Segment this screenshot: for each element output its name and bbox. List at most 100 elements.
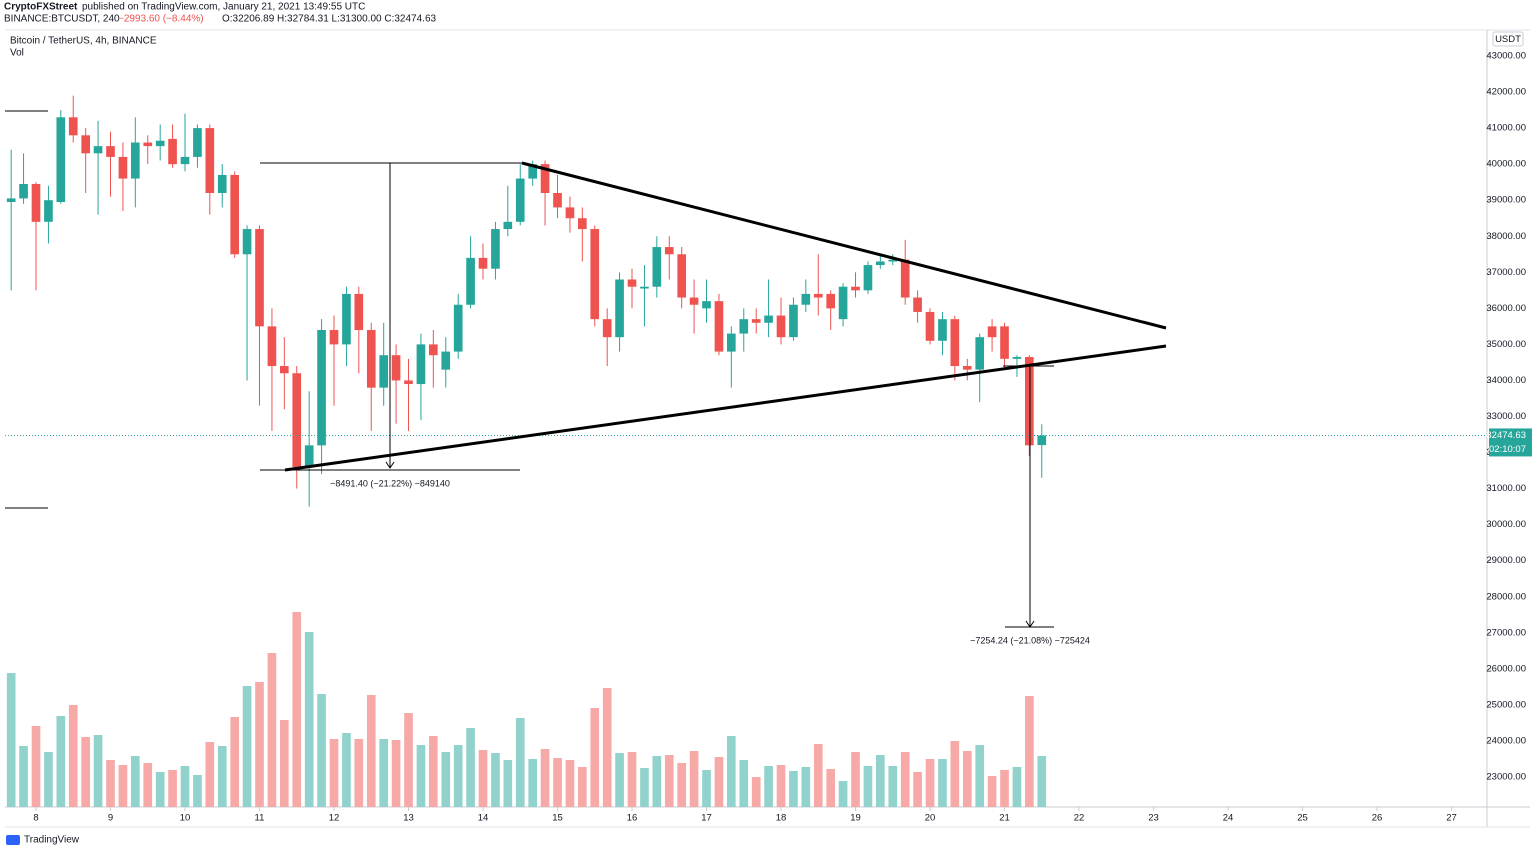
volume-bar <box>789 771 798 807</box>
volume-bar <box>1025 696 1034 807</box>
y-tick-label: 23000.00 <box>1486 772 1526 783</box>
candle-body <box>453 304 463 352</box>
x-tick-label: 14 <box>478 813 489 824</box>
candle-body <box>900 259 910 298</box>
volume-bar <box>1000 770 1009 807</box>
candle-body <box>826 293 836 309</box>
volume-bar <box>81 737 91 807</box>
volume-bar <box>329 739 339 807</box>
drawings <box>5 110 1167 628</box>
candle-body <box>851 286 860 291</box>
volume-label: Vol <box>10 48 24 59</box>
ohlc: O:32206.89 H:32784.31 L:31300.00 C:32474… <box>222 14 437 25</box>
volume-bar <box>702 770 711 807</box>
y-tick-label: 35000.00 <box>1486 339 1526 350</box>
y-tick-label: 31000.00 <box>1486 483 1526 494</box>
volume-bar <box>44 752 53 807</box>
candle-body <box>317 329 326 446</box>
candle-body <box>1025 357 1034 446</box>
y-tick-label: 43000.00 <box>1486 51 1526 62</box>
candle-body <box>652 247 662 287</box>
volume-bar <box>528 759 538 807</box>
candle-body <box>44 200 53 222</box>
candle-body <box>491 229 500 269</box>
volume-bar <box>677 763 687 807</box>
volume-bar <box>1012 767 1022 807</box>
chart-title: Bitcoin / TetherUS, 4h, BINANCE <box>10 36 157 47</box>
y-tick-label: 42000.00 <box>1486 87 1526 98</box>
volume-bar <box>938 759 947 807</box>
candle-body <box>987 326 997 338</box>
candle-body <box>6 198 16 202</box>
candle-body <box>714 301 724 352</box>
candle-body <box>577 218 587 230</box>
countdown: 02:10:07 <box>1489 444 1526 455</box>
volume-bar <box>292 612 302 807</box>
volume-bar <box>68 705 78 807</box>
volume-bar <box>615 753 624 807</box>
volume-bar <box>428 736 438 807</box>
volume-bar <box>553 758 562 807</box>
volume-bar <box>689 751 699 807</box>
x-tick-label: 9 <box>108 813 113 824</box>
volume-bar <box>391 740 401 807</box>
volume-bar <box>826 769 836 807</box>
volume-bar <box>354 739 364 807</box>
candle-body <box>441 351 451 370</box>
candle-body <box>304 445 314 467</box>
volume-bar <box>987 776 997 807</box>
y-tick-label: 30000.00 <box>1486 519 1526 530</box>
candle-body <box>217 174 227 193</box>
volume-bar <box>118 765 128 807</box>
measure-label: −7254.24 (−21.08%) −725424 <box>970 635 1090 645</box>
candle-body <box>404 380 413 385</box>
y-tick-label: 24000.00 <box>1486 735 1526 746</box>
currency-box <box>1492 31 1524 47</box>
volume-bar <box>56 716 66 807</box>
candle-body <box>950 319 960 367</box>
candle-body <box>81 135 91 154</box>
candle-body <box>379 355 389 388</box>
candle-body <box>106 146 115 157</box>
volume-bar <box>317 694 326 807</box>
x-tick-label: 19 <box>850 813 861 824</box>
volume-bar <box>565 760 575 807</box>
volume-bar <box>404 713 413 807</box>
last-price-label: 32474.63 <box>1486 430 1526 441</box>
candle-body <box>751 319 761 323</box>
volume-bar <box>714 757 724 807</box>
volume-bar <box>466 728 475 807</box>
y-tick-label: 41000.00 <box>1486 123 1526 134</box>
volume-bar <box>379 739 389 807</box>
candle-body <box>764 315 773 323</box>
candle-body <box>68 117 78 136</box>
x-tick-label: 8 <box>33 813 38 824</box>
volume-bar <box>875 755 885 807</box>
candle-body <box>1000 326 1009 359</box>
volume-bar <box>640 768 649 807</box>
candle-body <box>205 128 215 193</box>
volume-bar <box>93 735 103 807</box>
candle-body <box>938 319 947 341</box>
candle-body <box>962 366 972 370</box>
x-tick-label: 12 <box>329 813 340 824</box>
volume-bar <box>751 777 761 807</box>
y-tick-label: 36000.00 <box>1486 303 1526 314</box>
candle-body <box>565 207 575 219</box>
y-tick-label: 33000.00 <box>1486 411 1526 422</box>
x-tick-label: 10 <box>180 813 191 824</box>
volume-bar <box>590 708 600 807</box>
x-tick-label: 27 <box>1446 813 1457 824</box>
volume-bar <box>106 760 115 807</box>
x-tick-label: 17 <box>701 813 712 824</box>
candle-body <box>416 344 426 385</box>
volume-bar <box>503 760 513 807</box>
candle-body <box>528 164 538 179</box>
y-tick-label: 39000.00 <box>1486 195 1526 206</box>
y-tick-label: 29000.00 <box>1486 555 1526 566</box>
volume-bar <box>304 632 314 807</box>
x-tick-label: 26 <box>1372 813 1383 824</box>
candle-body <box>230 174 240 255</box>
